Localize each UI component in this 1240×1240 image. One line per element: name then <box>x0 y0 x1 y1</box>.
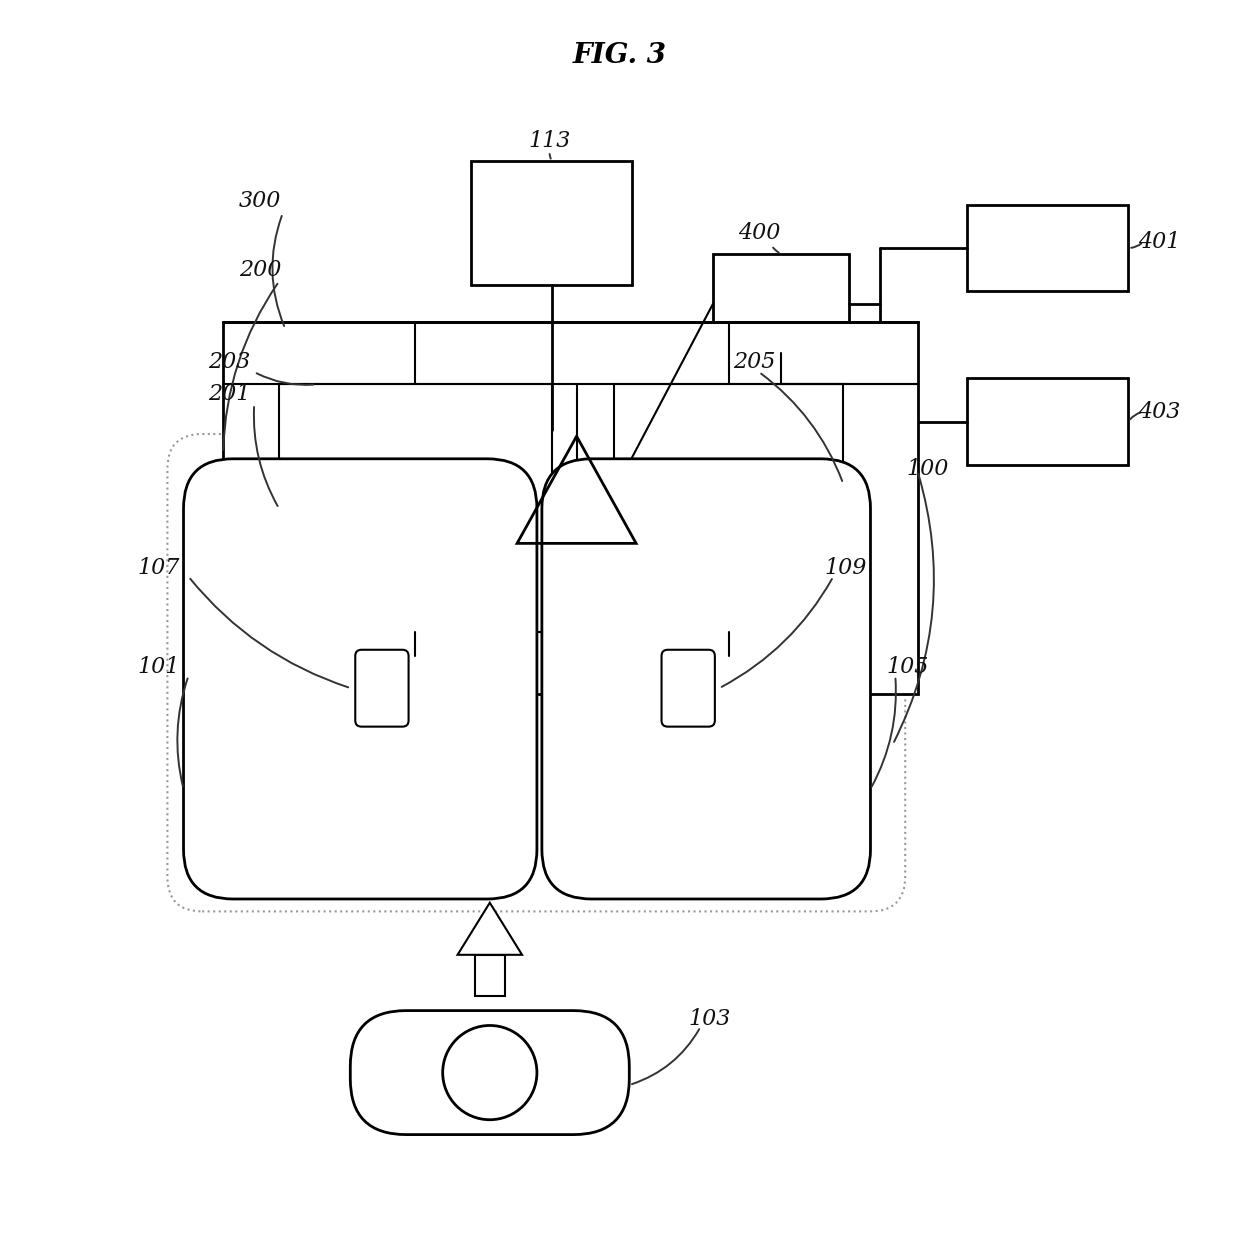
Text: 105: 105 <box>887 656 929 678</box>
FancyArrowPatch shape <box>872 678 895 786</box>
Text: 201: 201 <box>208 383 250 405</box>
FancyBboxPatch shape <box>355 650 408 727</box>
Bar <box>223 322 918 694</box>
Text: 101: 101 <box>138 656 180 678</box>
FancyBboxPatch shape <box>184 459 537 899</box>
FancyArrowPatch shape <box>1130 413 1141 419</box>
Text: 100: 100 <box>906 458 949 480</box>
FancyArrowPatch shape <box>254 407 278 506</box>
Text: 103: 103 <box>688 1008 730 1030</box>
Polygon shape <box>458 903 522 955</box>
Text: 403: 403 <box>1138 401 1180 423</box>
Text: 113: 113 <box>528 130 570 153</box>
Bar <box>279 384 552 632</box>
FancyArrowPatch shape <box>894 474 934 742</box>
FancyArrowPatch shape <box>1131 243 1141 248</box>
Bar <box>475 955 505 996</box>
Bar <box>471 161 632 285</box>
FancyArrowPatch shape <box>761 373 842 481</box>
FancyBboxPatch shape <box>542 459 870 899</box>
FancyBboxPatch shape <box>662 650 715 727</box>
FancyArrowPatch shape <box>773 248 779 253</box>
Text: 401: 401 <box>1138 231 1180 253</box>
Text: 300: 300 <box>239 190 281 212</box>
FancyArrowPatch shape <box>273 216 284 326</box>
Bar <box>614 384 843 632</box>
Text: 107: 107 <box>138 557 180 579</box>
Bar <box>713 254 849 353</box>
Text: 203: 203 <box>208 351 250 373</box>
Text: 205: 205 <box>733 351 775 373</box>
Bar <box>967 378 1128 465</box>
Text: 200: 200 <box>239 259 281 281</box>
FancyArrowPatch shape <box>177 678 187 786</box>
FancyArrowPatch shape <box>190 579 348 687</box>
FancyArrowPatch shape <box>722 579 832 687</box>
Bar <box>967 205 1128 291</box>
FancyBboxPatch shape <box>351 1011 630 1135</box>
Text: FIG. 3: FIG. 3 <box>573 42 667 69</box>
Text: 400: 400 <box>738 222 780 244</box>
FancyArrowPatch shape <box>632 1029 699 1084</box>
FancyArrowPatch shape <box>223 284 278 450</box>
Text: 109: 109 <box>825 557 867 579</box>
FancyArrowPatch shape <box>257 373 314 384</box>
